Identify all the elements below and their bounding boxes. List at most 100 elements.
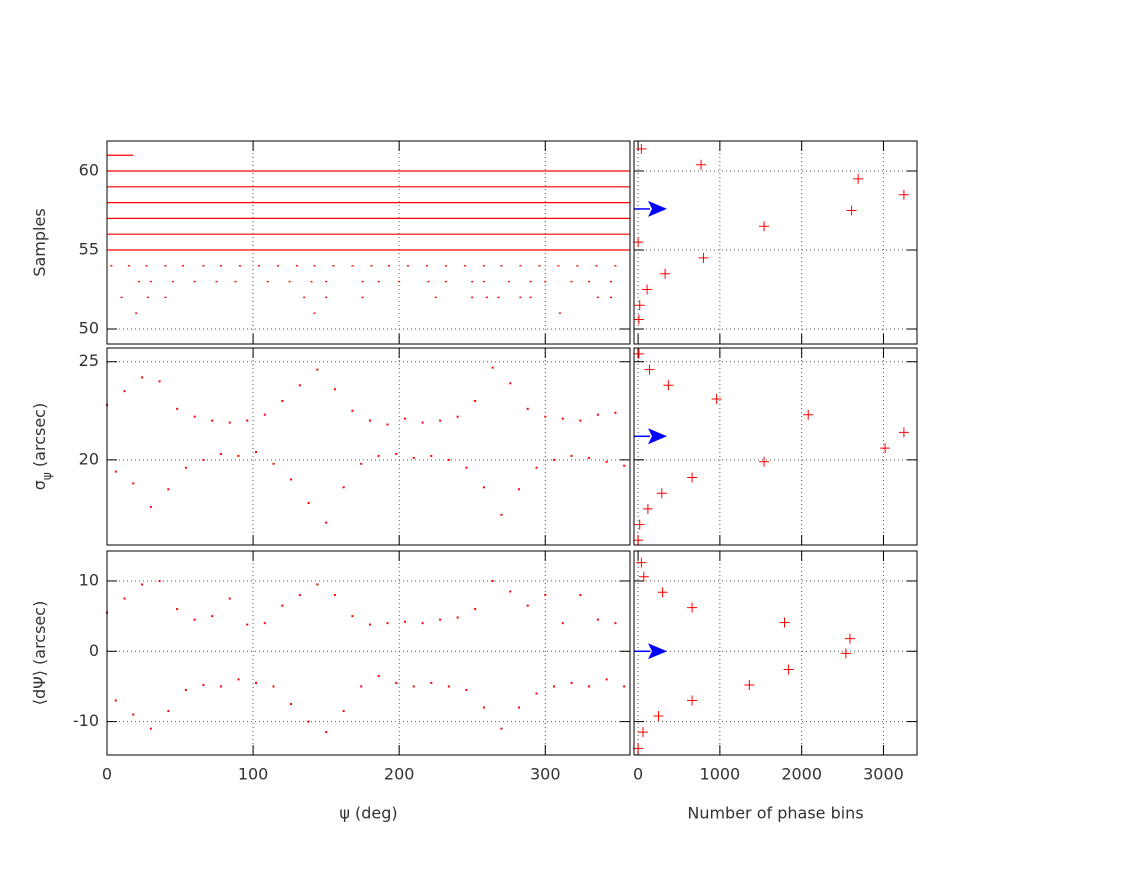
- cross-point: [637, 727, 648, 738]
- cross-point: [687, 472, 698, 483]
- point: [184, 688, 187, 691]
- point: [307, 720, 310, 723]
- point: [596, 296, 599, 299]
- point: [164, 296, 167, 299]
- point: [404, 620, 407, 623]
- point: [132, 713, 135, 716]
- point: [614, 265, 617, 267]
- reference-arrow: [634, 643, 667, 660]
- cross-point: [803, 409, 814, 420]
- cross-point: [783, 664, 794, 675]
- cross-point: [840, 648, 851, 659]
- point: [447, 685, 450, 688]
- point: [281, 604, 284, 607]
- point: [588, 280, 591, 283]
- point: [193, 618, 196, 621]
- point: [228, 421, 231, 424]
- point: [351, 265, 354, 267]
- point: [164, 265, 167, 267]
- point: [342, 486, 345, 489]
- point: [167, 488, 170, 491]
- point: [500, 513, 503, 516]
- point: [325, 731, 328, 734]
- cross-point: [633, 348, 644, 359]
- point: [482, 280, 485, 283]
- x-tick-label: 1000: [700, 765, 741, 784]
- point: [238, 265, 241, 267]
- point: [497, 296, 500, 299]
- point: [526, 604, 529, 607]
- point: [211, 419, 214, 422]
- point: [288, 280, 291, 283]
- point: [395, 681, 398, 684]
- point: [141, 376, 144, 379]
- point: [439, 618, 442, 621]
- point: [316, 368, 319, 371]
- point: [158, 579, 161, 582]
- point: [439, 419, 442, 422]
- point: [596, 413, 599, 416]
- cross-point: [711, 394, 722, 405]
- point: [509, 382, 512, 385]
- point: [276, 265, 279, 267]
- panel-frame: [106, 140, 631, 345]
- cross-point: [636, 143, 647, 154]
- point: [202, 684, 205, 687]
- cross-point: [779, 617, 790, 628]
- point: [295, 265, 298, 267]
- point: [219, 265, 222, 267]
- cross-point: [844, 633, 855, 644]
- point: [386, 622, 389, 625]
- point: [500, 727, 503, 730]
- point: [529, 280, 532, 283]
- y-axis-label-part: Samples: [30, 208, 49, 276]
- point: [377, 674, 380, 677]
- point: [465, 466, 468, 469]
- y-tick-label: 25: [79, 351, 99, 370]
- point: [377, 280, 380, 283]
- y-tick-label: 0: [89, 641, 99, 660]
- point: [120, 296, 123, 299]
- point: [234, 280, 237, 283]
- cross-point: [634, 300, 645, 311]
- point: [610, 280, 613, 283]
- point: [176, 407, 179, 410]
- x-axis-label: Number of phase bins: [687, 804, 863, 823]
- cross-point: [644, 364, 655, 375]
- point: [579, 419, 582, 422]
- point: [290, 478, 293, 481]
- cross-point: [853, 173, 864, 184]
- point: [434, 296, 437, 299]
- cross-point: [633, 535, 644, 546]
- panel-frame: [106, 550, 631, 756]
- point: [576, 265, 579, 267]
- cross-point: [898, 189, 909, 200]
- point: [553, 685, 556, 688]
- point: [519, 296, 522, 299]
- point: [517, 488, 520, 491]
- point: [471, 280, 474, 283]
- x-tick-label: 2000: [781, 765, 822, 784]
- y-axis-label-part: ψ: [40, 472, 54, 480]
- point: [509, 590, 512, 593]
- point: [444, 280, 447, 283]
- point: [482, 265, 485, 267]
- cross-point: [636, 557, 647, 568]
- y-tick-label: 60: [79, 161, 99, 180]
- point: [456, 616, 459, 619]
- point: [325, 521, 328, 524]
- y-axis-label-part: ⟨dΨ⟩ (arcsec): [30, 601, 49, 706]
- point: [316, 583, 319, 586]
- cross-point: [663, 380, 674, 391]
- cross-point: [846, 205, 857, 216]
- reference-arrow: [634, 200, 667, 217]
- cross-point: [657, 587, 668, 598]
- point: [614, 622, 617, 625]
- point: [123, 597, 126, 600]
- point: [167, 710, 170, 713]
- point: [263, 413, 266, 416]
- y-tick-label: 55: [79, 240, 99, 259]
- point: [202, 458, 205, 461]
- point: [444, 265, 447, 267]
- point: [176, 608, 179, 611]
